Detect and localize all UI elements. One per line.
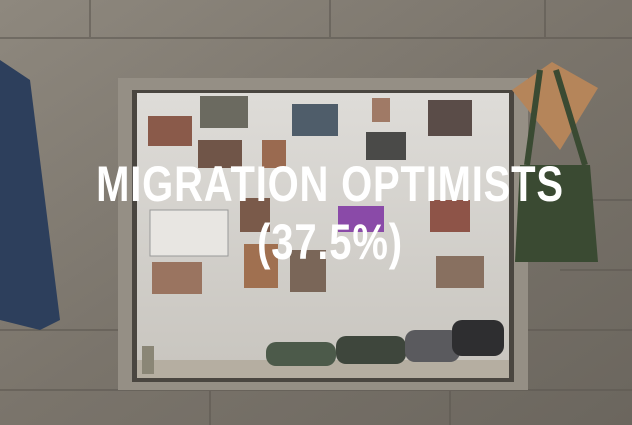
- page: MIGRATION OPTIMISTS (37.5%) (() => { con…: [0, 0, 632, 425]
- overlay-subtitle: (37.5%): [257, 214, 403, 270]
- overlay-title: MIGRATION OPTIMISTS: [96, 156, 564, 212]
- photo-scene: MIGRATION OPTIMISTS (37.5%): [0, 0, 632, 425]
